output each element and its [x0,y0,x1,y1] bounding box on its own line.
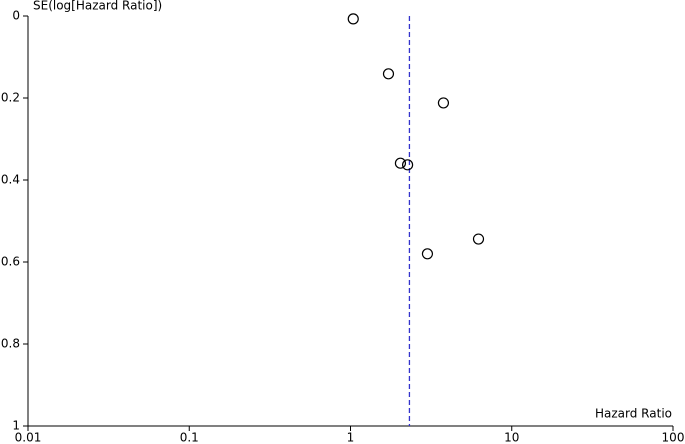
y-tick-label: 0.8 [1,337,20,351]
x-tick-label: 1 [347,431,355,444]
y-tick-label: 0 [12,9,20,23]
x-tick-label: 10 [504,431,519,444]
y-axis-title: SE(log[Hazard Ratio]) [33,0,162,13]
y-tick-label: 1 [12,419,20,433]
x-tick-label: 0.01 [15,431,42,444]
study-point [437,97,450,109]
y-tick-label: 0.6 [1,255,20,269]
study-point [347,13,359,25]
x-tick-label: 0.1 [180,431,199,444]
x-axis-title: Hazard Ratio [595,407,672,421]
study-point [401,159,414,171]
study-point [472,233,485,245]
y-tick-label: 0.4 [1,173,20,187]
study-point [394,157,407,169]
study-point [382,68,395,80]
x-tick-label: 100 [662,431,685,444]
study-point [421,248,434,260]
y-tick-label: 0.2 [1,91,20,105]
